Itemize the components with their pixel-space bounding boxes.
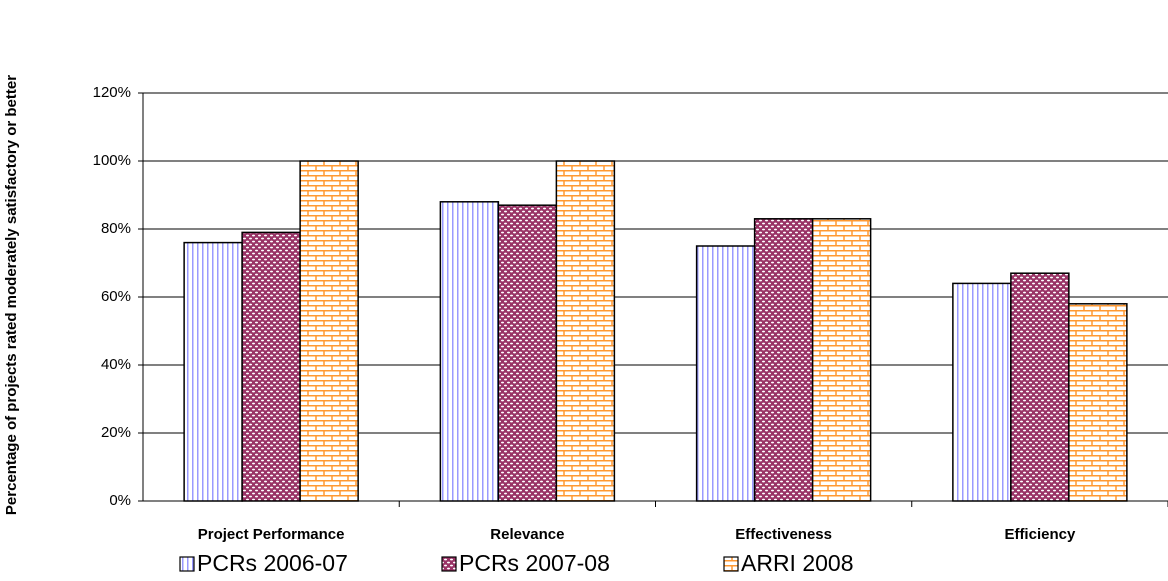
legend-swatch xyxy=(441,556,457,572)
bar xyxy=(299,160,359,502)
y-tick-label: 20% xyxy=(101,424,131,441)
bar xyxy=(811,218,872,502)
x-tick-label: Effectiveness xyxy=(735,526,832,543)
x-tick-label: Relevance xyxy=(490,526,564,543)
bar xyxy=(497,204,558,502)
bar xyxy=(1010,272,1070,502)
bar xyxy=(1068,303,1128,502)
bar xyxy=(952,282,1012,502)
y-axis-label: Percentage of projects rated moderately … xyxy=(3,74,20,516)
y-tick-label: 60% xyxy=(101,288,131,305)
legend-label: PCRs 2006-07 xyxy=(197,550,348,576)
x-tick-label: Efficiency xyxy=(1004,526,1076,543)
x-tick-label: Project Performance xyxy=(198,526,345,543)
legend-swatch xyxy=(723,556,739,572)
bar xyxy=(439,201,500,502)
legend-label: PCRs 2007-08 xyxy=(459,550,610,576)
bar xyxy=(695,245,756,502)
bar xyxy=(241,231,301,502)
y-tick-label: 100% xyxy=(93,152,131,169)
bar xyxy=(753,218,814,502)
y-tick-label: 120% xyxy=(93,84,131,101)
legend-label: ARRI 2008 xyxy=(741,550,854,576)
bar xyxy=(555,160,616,502)
legend-swatch xyxy=(179,556,195,572)
y-tick-label: 0% xyxy=(109,492,131,509)
bar xyxy=(183,241,243,502)
y-tick-label: 80% xyxy=(101,220,131,237)
y-tick-label: 40% xyxy=(101,356,131,373)
